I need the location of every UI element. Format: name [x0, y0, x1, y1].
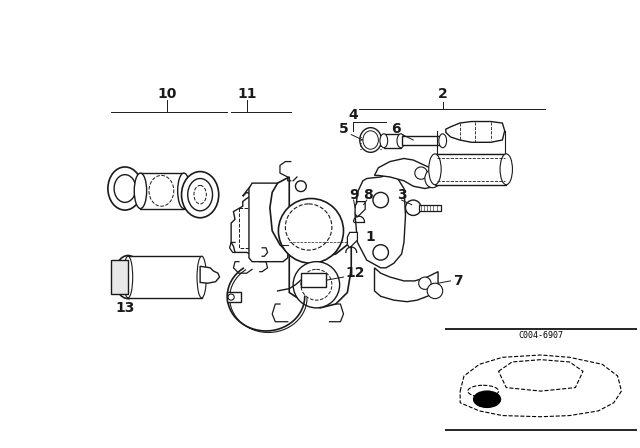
Polygon shape	[111, 260, 128, 294]
Text: 2: 2	[438, 87, 447, 101]
Polygon shape	[499, 360, 583, 391]
Ellipse shape	[380, 134, 388, 148]
Ellipse shape	[406, 200, 421, 215]
Ellipse shape	[149, 176, 174, 206]
Ellipse shape	[197, 256, 206, 298]
Text: 8: 8	[364, 188, 373, 202]
Text: 5: 5	[339, 122, 348, 136]
Bar	[128, 255, 202, 298]
Text: 4: 4	[348, 108, 358, 122]
Ellipse shape	[439, 134, 447, 148]
Bar	[384, 134, 401, 148]
Text: 7: 7	[453, 274, 463, 288]
Ellipse shape	[373, 245, 388, 260]
Text: 3: 3	[397, 188, 406, 202]
Ellipse shape	[120, 263, 136, 291]
Polygon shape	[374, 268, 438, 302]
Polygon shape	[460, 355, 621, 417]
Ellipse shape	[301, 269, 332, 300]
Polygon shape	[355, 202, 365, 217]
Ellipse shape	[397, 134, 404, 148]
Text: 1: 1	[365, 230, 376, 244]
Ellipse shape	[468, 385, 499, 397]
Ellipse shape	[124, 256, 132, 298]
Ellipse shape	[360, 128, 381, 152]
Ellipse shape	[363, 131, 378, 149]
Polygon shape	[374, 159, 438, 189]
Text: 6: 6	[392, 122, 401, 136]
Bar	[227, 293, 241, 302]
Ellipse shape	[278, 198, 344, 263]
Bar	[140, 173, 184, 208]
Bar	[301, 273, 326, 287]
Ellipse shape	[228, 294, 234, 300]
Text: 9: 9	[349, 188, 358, 202]
Ellipse shape	[425, 169, 440, 188]
Polygon shape	[348, 233, 358, 248]
Ellipse shape	[293, 262, 340, 308]
Ellipse shape	[108, 167, 142, 210]
Ellipse shape	[114, 175, 136, 202]
Text: C004-6907: C004-6907	[518, 331, 563, 340]
Circle shape	[474, 391, 500, 407]
Ellipse shape	[134, 173, 147, 208]
Text: 13: 13	[115, 301, 134, 315]
Bar	[419, 205, 441, 211]
Bar	[435, 154, 506, 185]
Ellipse shape	[182, 172, 219, 218]
Polygon shape	[355, 176, 406, 268]
Ellipse shape	[429, 154, 441, 185]
Polygon shape	[249, 183, 289, 262]
Bar	[402, 136, 442, 145]
Ellipse shape	[285, 204, 332, 250]
Text: 12: 12	[346, 266, 365, 280]
Ellipse shape	[373, 192, 388, 208]
Ellipse shape	[419, 277, 431, 289]
Ellipse shape	[114, 255, 142, 299]
Ellipse shape	[188, 178, 212, 211]
Ellipse shape	[428, 283, 443, 299]
Ellipse shape	[415, 167, 428, 179]
Polygon shape	[446, 121, 505, 142]
Polygon shape	[270, 177, 351, 308]
Ellipse shape	[194, 185, 206, 204]
Polygon shape	[243, 185, 257, 196]
Ellipse shape	[296, 181, 307, 192]
Ellipse shape	[500, 154, 513, 185]
Ellipse shape	[178, 173, 190, 208]
Text: 11: 11	[237, 87, 257, 101]
Polygon shape	[231, 196, 264, 254]
Polygon shape	[200, 266, 220, 283]
Text: 10: 10	[157, 87, 177, 101]
